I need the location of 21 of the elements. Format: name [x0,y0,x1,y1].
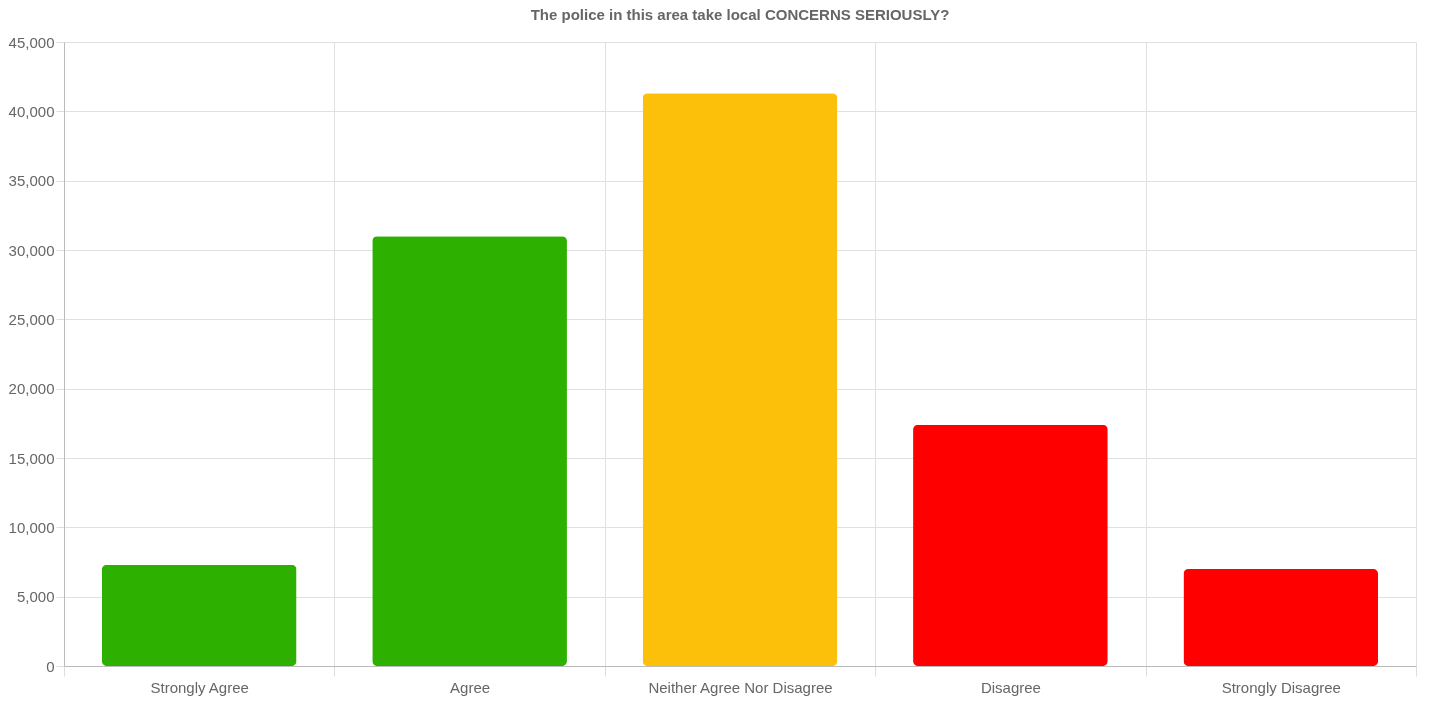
x-tick-label: Disagree [980,678,1041,696]
x-tick-label: Agree [450,678,491,696]
bar [642,93,838,666]
y-tick-label: 0 [46,657,55,675]
y-tick-label: 10,000 [8,518,55,536]
x-tick-label: Strongly Agree [150,678,249,696]
y-tick-label: 45,000 [8,33,55,51]
y-tick-label: 5,000 [16,588,55,606]
y-tick-label: 15,000 [8,449,55,467]
y-tick-label: 20,000 [8,380,55,398]
bar [372,236,567,666]
y-tick-label: 40,000 [8,102,55,120]
bar [1183,568,1379,666]
y-tick-label: 30,000 [8,241,55,259]
y-tick-label: 25,000 [8,310,55,328]
x-tick-label: Neither Agree Nor Disagree [648,678,833,696]
bar [913,424,1108,666]
chart-title: The police in this area take local CONCERNS SERIOUSLY? [530,6,950,23]
y-tick-label: 35,000 [8,172,55,190]
x-tick-label: Strongly Disagree [1221,678,1341,696]
bar [101,564,297,666]
